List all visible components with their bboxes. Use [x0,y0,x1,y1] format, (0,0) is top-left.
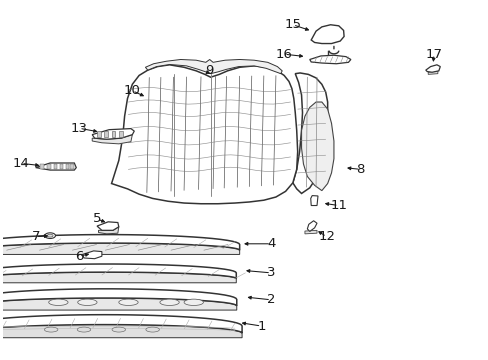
Polygon shape [82,251,102,259]
Ellipse shape [47,234,53,237]
Text: 12: 12 [318,230,334,243]
Polygon shape [70,164,74,169]
Polygon shape [54,164,57,169]
Text: 14: 14 [13,157,30,170]
Polygon shape [309,55,350,64]
Polygon shape [47,164,51,169]
Text: 10: 10 [123,84,141,97]
Ellipse shape [145,327,159,332]
Polygon shape [0,298,236,310]
Polygon shape [425,65,439,72]
Polygon shape [301,102,333,191]
Polygon shape [305,230,316,234]
Text: 9: 9 [205,64,213,77]
Ellipse shape [49,299,68,306]
Polygon shape [41,164,44,169]
Polygon shape [145,59,282,74]
Polygon shape [36,163,76,170]
Ellipse shape [112,327,125,332]
Text: 4: 4 [266,237,275,250]
Text: 13: 13 [71,122,87,135]
Ellipse shape [183,299,203,306]
Polygon shape [65,164,69,169]
Text: 8: 8 [356,163,364,176]
Polygon shape [0,235,239,250]
Text: 5: 5 [93,212,101,225]
Polygon shape [307,221,316,231]
Polygon shape [97,222,119,230]
Ellipse shape [44,327,58,332]
Polygon shape [0,315,242,333]
Ellipse shape [119,299,138,306]
Ellipse shape [160,299,179,306]
Polygon shape [111,131,115,138]
Polygon shape [97,131,101,138]
Polygon shape [111,65,297,204]
Ellipse shape [78,299,97,306]
Polygon shape [98,227,119,234]
Text: 11: 11 [329,199,346,212]
Polygon shape [292,73,327,193]
Polygon shape [60,164,63,169]
Text: 15: 15 [284,18,301,31]
Polygon shape [310,195,317,206]
Polygon shape [0,272,236,283]
Polygon shape [0,243,239,255]
Text: 16: 16 [275,48,292,61]
Polygon shape [0,325,242,338]
Text: 2: 2 [266,293,275,306]
Ellipse shape [77,327,91,332]
Text: 6: 6 [75,250,83,263]
Polygon shape [92,135,132,144]
Polygon shape [104,131,108,138]
Polygon shape [0,289,236,306]
Text: 1: 1 [257,320,265,333]
Text: 3: 3 [266,266,275,279]
Polygon shape [119,131,122,138]
Polygon shape [310,25,344,44]
Text: 17: 17 [425,48,442,61]
Ellipse shape [45,233,55,238]
Polygon shape [427,71,437,75]
Text: 7: 7 [31,230,40,243]
Polygon shape [0,264,236,279]
Polygon shape [92,129,134,139]
